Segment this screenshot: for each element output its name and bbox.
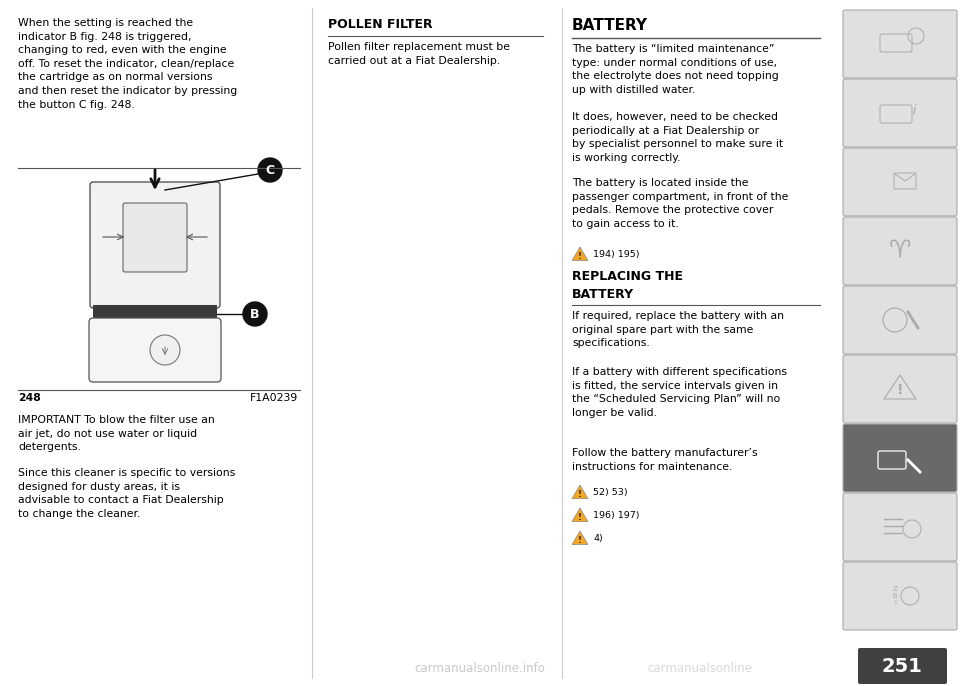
FancyBboxPatch shape bbox=[858, 648, 947, 684]
Text: Since this cleaner is specific to versions
designed for dusty areas, it is
advis: Since this cleaner is specific to versio… bbox=[18, 468, 235, 519]
Text: Pollen filter replacement must be
carried out at a Fiat Dealership.: Pollen filter replacement must be carrie… bbox=[328, 42, 510, 66]
Text: !: ! bbox=[897, 383, 903, 397]
Text: 196) 197): 196) 197) bbox=[593, 510, 639, 520]
Text: IMPORTANT To blow the filter use an
air jet, do not use water or liquid
detergen: IMPORTANT To blow the filter use an air … bbox=[18, 415, 215, 452]
FancyBboxPatch shape bbox=[843, 286, 957, 354]
Text: REPLACING THE
BATTERY: REPLACING THE BATTERY bbox=[572, 270, 683, 300]
FancyBboxPatch shape bbox=[843, 10, 957, 78]
Circle shape bbox=[243, 302, 267, 326]
Circle shape bbox=[258, 158, 282, 182]
Text: !: ! bbox=[578, 252, 582, 261]
Text: 194) 195): 194) 195) bbox=[593, 250, 639, 259]
Polygon shape bbox=[572, 247, 588, 261]
Text: The battery is “limited maintenance”
type: under normal conditions of use,
the e: The battery is “limited maintenance” typ… bbox=[572, 44, 779, 95]
FancyBboxPatch shape bbox=[89, 318, 221, 382]
FancyBboxPatch shape bbox=[843, 493, 957, 561]
Text: B: B bbox=[251, 307, 260, 320]
Text: !: ! bbox=[578, 490, 582, 499]
Polygon shape bbox=[572, 508, 588, 521]
Text: When the setting is reached the
indicator B fig. 248 is triggered,
changing to r: When the setting is reached the indicato… bbox=[18, 18, 237, 110]
Text: carmanualsonline: carmanualsonline bbox=[647, 661, 753, 674]
Polygon shape bbox=[572, 531, 588, 545]
Text: The battery is located inside the
passenger compartment, in front of the
pedals.: The battery is located inside the passen… bbox=[572, 178, 788, 229]
Text: 4): 4) bbox=[593, 534, 603, 543]
Text: If a battery with different specifications
is fitted, the service intervals give: If a battery with different specificatio… bbox=[572, 367, 787, 418]
Text: 248: 248 bbox=[18, 393, 40, 403]
Text: Follow the battery manufacturer’s
instructions for maintenance.: Follow the battery manufacturer’s instru… bbox=[572, 448, 757, 471]
Text: 251: 251 bbox=[881, 657, 923, 676]
Text: Z
B
I: Z B I bbox=[893, 586, 898, 606]
Text: If required, replace the battery with an
original spare part with the same
speci: If required, replace the battery with an… bbox=[572, 311, 784, 348]
Text: 52) 53): 52) 53) bbox=[593, 488, 628, 497]
Circle shape bbox=[150, 335, 180, 365]
FancyBboxPatch shape bbox=[843, 148, 957, 216]
Text: !: ! bbox=[578, 536, 582, 545]
Bar bbox=[93, 305, 217, 322]
FancyBboxPatch shape bbox=[843, 424, 957, 492]
Text: ♈: ♈ bbox=[889, 239, 911, 263]
Polygon shape bbox=[572, 485, 588, 499]
FancyBboxPatch shape bbox=[843, 217, 957, 285]
FancyBboxPatch shape bbox=[123, 203, 187, 272]
Text: It does, however, need to be checked
periodically at a Fiat Dealership or
by spe: It does, however, need to be checked per… bbox=[572, 112, 783, 163]
Text: !: ! bbox=[578, 512, 582, 522]
Text: F1A0239: F1A0239 bbox=[250, 393, 298, 403]
Text: C: C bbox=[265, 163, 275, 176]
Text: carmanualsonline.info: carmanualsonline.info bbox=[415, 661, 545, 674]
FancyBboxPatch shape bbox=[90, 182, 220, 308]
FancyBboxPatch shape bbox=[843, 355, 957, 423]
FancyBboxPatch shape bbox=[843, 79, 957, 147]
Text: BATTERY: BATTERY bbox=[572, 18, 648, 33]
FancyBboxPatch shape bbox=[843, 562, 957, 630]
Text: i: i bbox=[912, 104, 916, 117]
Text: POLLEN FILTER: POLLEN FILTER bbox=[328, 18, 433, 31]
